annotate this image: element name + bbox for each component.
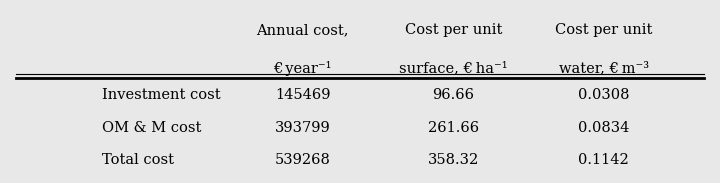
Text: Total cost: Total cost (102, 153, 174, 167)
Text: 0.0834: 0.0834 (578, 121, 629, 135)
Text: 261.66: 261.66 (428, 121, 479, 135)
Text: Cost per unit: Cost per unit (405, 23, 502, 37)
Text: 0.0308: 0.0308 (578, 88, 629, 102)
Text: surface, € ha⁻¹: surface, € ha⁻¹ (399, 61, 508, 75)
Text: € year⁻¹: € year⁻¹ (274, 61, 332, 76)
Text: Annual cost,: Annual cost, (256, 23, 349, 37)
Text: Cost per unit: Cost per unit (555, 23, 652, 37)
Text: 358.32: 358.32 (428, 153, 479, 167)
Text: 0.1142: 0.1142 (578, 153, 629, 167)
Text: 145469: 145469 (275, 88, 330, 102)
Text: 393799: 393799 (275, 121, 330, 135)
Text: 539268: 539268 (275, 153, 330, 167)
Text: Investment cost: Investment cost (102, 88, 220, 102)
Text: water, € m⁻³: water, € m⁻³ (559, 61, 649, 75)
Text: 96.66: 96.66 (432, 88, 474, 102)
Text: OM & M cost: OM & M cost (102, 121, 201, 135)
